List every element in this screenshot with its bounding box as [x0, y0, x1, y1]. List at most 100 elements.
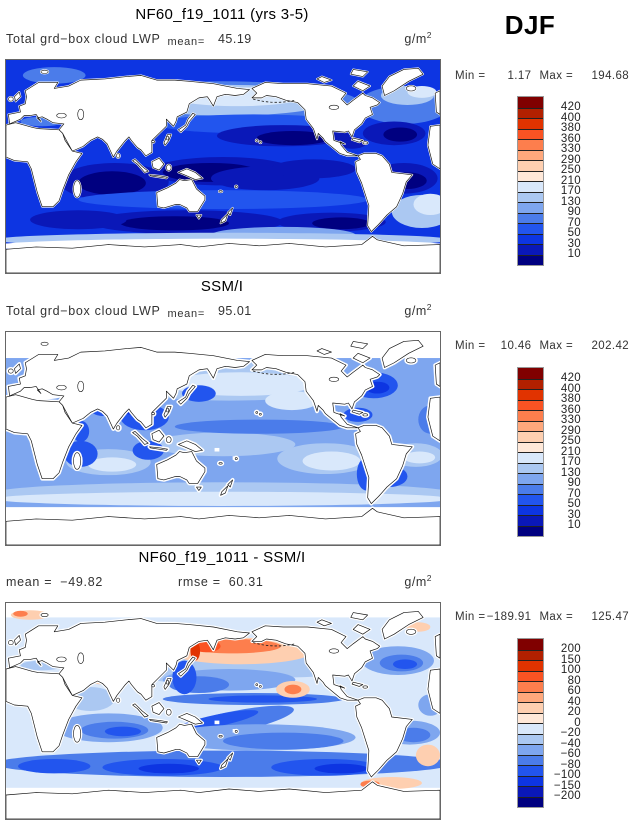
- season-label: DJF: [504, 10, 556, 40]
- colorbar-segment: [518, 160, 543, 171]
- panel-stats: Total grd−box cloud LWP mean= 95.01 g/m2: [6, 302, 436, 320]
- colorbar-tick-label: 10: [567, 519, 581, 531]
- max-label: Max =: [539, 340, 574, 352]
- colorbar-segment: [518, 723, 543, 734]
- colorbar-tick-label: 20: [567, 706, 581, 718]
- panel-title: NF60_f19_1011 (yrs 3-5): [135, 6, 309, 23]
- rmse-group: rmse = 60.31: [178, 575, 264, 589]
- colorbar-segment: [518, 244, 543, 255]
- colorbar-segment: [518, 389, 543, 400]
- colorbar-segment: [518, 649, 543, 660]
- colorbar-segment: [518, 431, 543, 442]
- mean-label: mean=: [167, 36, 205, 48]
- colorbar-segment: [518, 504, 543, 515]
- colorbar-segment: [518, 733, 543, 744]
- colorbar-segment: [518, 118, 543, 129]
- max-label: Max =: [539, 70, 574, 82]
- colorbar-tick-label: −200: [553, 790, 581, 802]
- colorbar-tick-label: 50: [567, 498, 581, 510]
- colorbar-tick-label: 130: [560, 466, 581, 479]
- units-label: g/m2: [404, 302, 432, 319]
- mean-value: 45.19: [217, 32, 252, 46]
- colorbar-segment: [518, 765, 543, 776]
- colorbar-segment: [518, 452, 543, 463]
- colorbar-tick-label: 380: [560, 393, 581, 405]
- mean-label: mean=: [167, 308, 205, 320]
- colorbar-tick-label: 60: [567, 685, 581, 697]
- min-value: 1.17: [507, 70, 532, 82]
- colorbar-segment: [518, 254, 543, 265]
- colorbar-tick-label: 70: [567, 216, 581, 229]
- min-label: Min =: [455, 70, 486, 82]
- colorbar-tick-label: 0: [574, 716, 581, 729]
- units-label: g/m2: [404, 30, 432, 47]
- colorbar-segment: [518, 139, 543, 150]
- colorbar-segment: [518, 181, 543, 192]
- colorbar-tick-label: 380: [560, 122, 581, 134]
- colorbar-segment: [518, 441, 543, 452]
- colorbar-tick-label: 400: [560, 382, 581, 395]
- minmax-readout: Min = 1.17 Max = 194.68: [455, 70, 643, 82]
- colorbar-segment: [518, 796, 543, 807]
- colorbar-tick-label: 50: [567, 227, 581, 239]
- colorbar-segment: [518, 775, 543, 786]
- colorbar-segment: [518, 368, 543, 379]
- colorbar-segment: [518, 744, 543, 755]
- variable-label: Total grd−box cloud LWP: [6, 32, 161, 46]
- panel-model: NF60_f19_1011 (yrs 3-5) Total grd−box cl…: [0, 0, 644, 274]
- panel-stats: Total grd−box cloud LWP mean= 45.19 g/m2: [6, 30, 436, 48]
- colorbar-tick-label: 170: [560, 185, 581, 197]
- colorbar-segment: [518, 378, 543, 389]
- colorbar-segment: [518, 399, 543, 410]
- rmse-label: rmse =: [178, 575, 221, 589]
- mean-value: 95.01: [217, 304, 252, 318]
- min-value: −189.91: [486, 611, 532, 623]
- colorbar-segment: [518, 191, 543, 202]
- colorbar-tick-label: −100: [553, 769, 581, 781]
- max-value: 202.42: [591, 340, 630, 352]
- colorbar-segment: [518, 128, 543, 139]
- colorbar-segment: [518, 483, 543, 494]
- colorbar-tick-label: −20: [560, 727, 581, 739]
- colorbar-tick-label: −60: [560, 748, 581, 760]
- colorbar-segment: [518, 107, 543, 118]
- colorbar-tick-label: −40: [560, 737, 581, 750]
- colorbar-segment: [518, 420, 543, 431]
- colorbar-segment: [518, 670, 543, 681]
- colorbar-tick-label: 330: [560, 143, 581, 155]
- colorbar-tick-label: 90: [567, 477, 581, 489]
- units-label: g/m2: [404, 573, 432, 590]
- colorbar-segment: [518, 212, 543, 223]
- mean-label: mean =: [6, 575, 53, 589]
- minmax-readout: Min = 10.46 Max = 202.42: [455, 340, 643, 352]
- colorbar-tick-label: 80: [567, 674, 581, 687]
- colorbar-tick-label: 30: [567, 508, 581, 521]
- colorbar-segment: [518, 473, 543, 484]
- colorbar-tick-label: 360: [560, 403, 581, 416]
- max-label: Max =: [539, 611, 574, 623]
- max-value: 125.47: [591, 611, 630, 623]
- colorbar-tick-label: 40: [567, 695, 581, 708]
- colorbar: 200 150 100 80 60 40 20 0 −20 −40 −60 −80 −100 −150 −2…: [517, 638, 581, 808]
- variable-label: Total grd−box cloud LWP: [6, 304, 161, 318]
- colorbar-tick-label: 360: [560, 132, 581, 145]
- colorbar-tick-label: 400: [560, 111, 581, 124]
- min-label: Min =: [455, 611, 486, 623]
- colorbar-tick-label: 150: [560, 653, 581, 666]
- panel-title: SSM/I: [200, 278, 244, 295]
- colorbar-segment: [518, 691, 543, 702]
- world-map-model: [5, 59, 441, 274]
- colorbar-tick-label: 30: [567, 237, 581, 250]
- colorbar-tick-label: 210: [560, 445, 581, 458]
- colorbar-segment: [518, 410, 543, 421]
- mean-value: −49.82: [60, 575, 104, 589]
- minmax-readout: Min =−189.91 Max = 125.47: [455, 611, 643, 623]
- colorbar-segment: [518, 494, 543, 505]
- colorbar-segment: [518, 223, 543, 234]
- colorbar-segment: [518, 97, 543, 108]
- panel-observations: SSM/I Total grd−box cloud LWP mean= 95.01 …: [0, 272, 644, 546]
- colorbar-segment: [518, 149, 543, 160]
- colorbar-segment: [518, 786, 543, 797]
- colorbar-tick-label: 70: [567, 487, 581, 500]
- colorbar-segment: [518, 712, 543, 723]
